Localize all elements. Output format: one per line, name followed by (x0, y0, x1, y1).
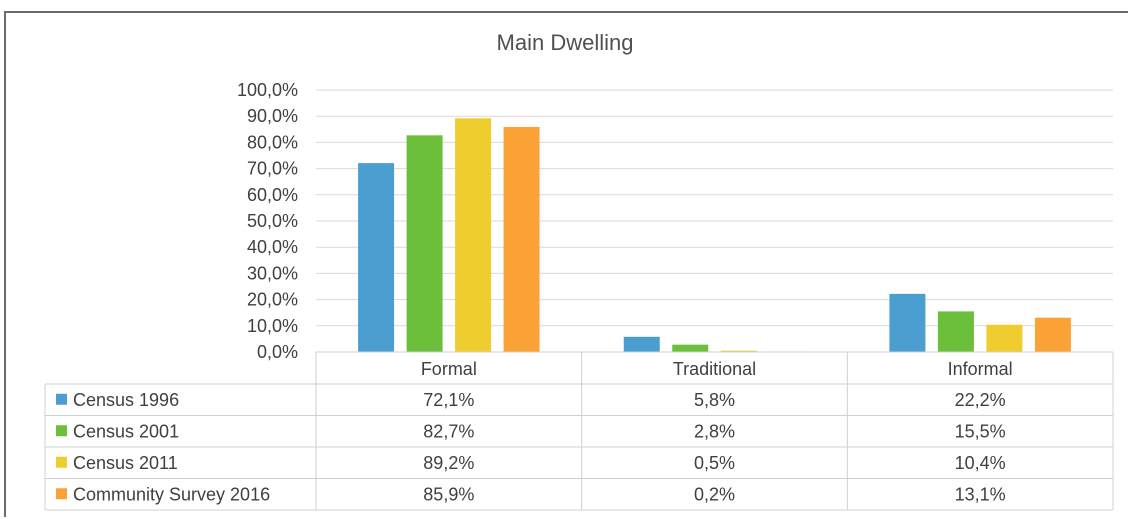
bar (406, 135, 443, 352)
legend-swatch (56, 488, 67, 500)
y-tick-label: 70,0% (247, 159, 298, 179)
category-label: Informal (948, 359, 1013, 379)
bars (358, 118, 1071, 353)
legend-swatch (56, 456, 67, 468)
bar (503, 126, 540, 352)
y-tick-label: 30,0% (247, 263, 298, 283)
data-value: 82,7% (423, 421, 474, 441)
data-value: 72,1% (423, 390, 474, 410)
data-value: 5,8% (694, 390, 735, 410)
bar (623, 336, 660, 352)
y-tick-label: 0,0% (257, 342, 298, 362)
bar (889, 293, 926, 352)
data-value: 89,2% (423, 453, 474, 473)
bar (986, 324, 1023, 352)
data-value: 10,4% (955, 453, 1006, 473)
bar (455, 118, 492, 353)
data-value: 13,1% (955, 484, 1006, 504)
bar (720, 350, 757, 352)
category-label: Traditional (673, 359, 756, 379)
data-value: 0,2% (694, 484, 735, 504)
y-tick-label: 100,0% (237, 80, 298, 100)
bar (937, 311, 974, 352)
y-tick-label: 20,0% (247, 290, 298, 310)
legend-swatch (56, 425, 67, 437)
legend-label: Census 1996 (73, 390, 179, 410)
legend-label: Census 2011 (73, 453, 178, 473)
legend-label: Census 2001 (73, 421, 179, 441)
data-value: 2,8% (694, 421, 735, 441)
y-tick-label: 90,0% (247, 106, 298, 126)
y-tick-label: 50,0% (247, 211, 298, 231)
chart-frame (4, 11, 1128, 517)
bar (1034, 317, 1071, 352)
y-tick-label: 40,0% (247, 237, 298, 257)
data-value: 15,5% (955, 421, 1006, 441)
y-tick-label: 10,0% (247, 316, 298, 336)
data-table: Formal Traditional Informal Census 1996 72,1… (44, 351, 1114, 511)
category-label: Formal (421, 359, 477, 379)
y-axis-ticks: 0,0% 10,0% 20,0% 30,0% 40,0% 50,0% 60,0% 70,0% 8… (237, 80, 298, 362)
y-tick-label: 60,0% (247, 185, 298, 205)
data-value: 22,2% (955, 390, 1006, 410)
data-value: 85,9% (423, 484, 474, 504)
bar (358, 163, 395, 352)
data-value: 0,5% (694, 453, 735, 473)
y-tick-label: 80,0% (247, 132, 298, 152)
chart-title: Main Dwelling (496, 30, 634, 55)
bar (672, 344, 709, 352)
legend-label: Community Survey 2016 (73, 484, 270, 504)
legend-swatch (56, 393, 67, 405)
